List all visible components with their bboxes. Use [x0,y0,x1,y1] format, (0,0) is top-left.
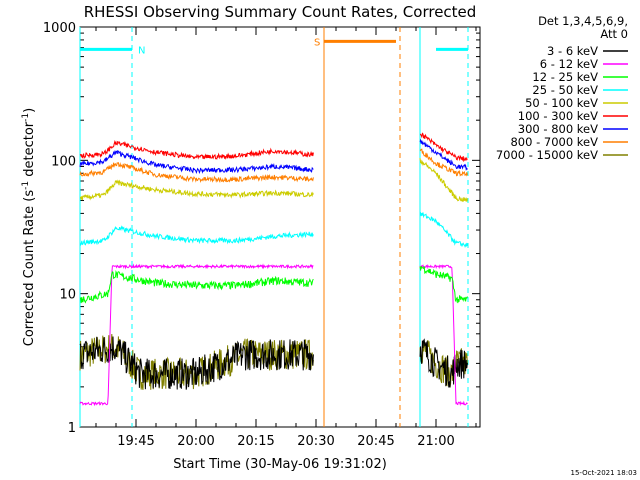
series-line [419,148,468,177]
series-line [79,139,314,160]
legend-label: 800 - 7000 keV [510,135,598,149]
y-tick-label: 1 [68,421,76,436]
x-axis: 19:45 20:00 20:15 20:30 20:45 21:00 [95,27,477,449]
legend-label: 100 - 300 keV [518,109,598,123]
legend-label: 300 - 800 keV [518,122,598,136]
legend-header-att: Att 0 [600,27,628,41]
series-line [79,225,314,247]
series-line [79,149,314,175]
series-line [419,266,468,304]
y-tick-label: 100 [51,154,76,169]
x-tick-label: 20:15 [237,434,274,449]
y-axis-label: Corrected Count Rate (s-1 detector-1) [21,108,37,346]
x-tick-label: 21:00 [417,434,454,449]
legend-label: 6 - 12 keV [540,57,598,71]
legend-label: 25 - 50 keV [532,83,598,97]
series-line [79,263,314,407]
legend-header: Det 1,3,4,5,6,9, [538,14,628,28]
series-line [419,339,468,388]
x-tick-label: 19:45 [117,434,154,449]
series-line [419,338,468,388]
x-axis-label: Start Time (30-May-06 19:31:02) [173,457,387,472]
series-line [79,269,314,304]
series-line [419,264,468,407]
series-line [79,336,314,390]
series-line [79,161,314,184]
x-tick-label: 20:00 [177,434,214,449]
series-line [419,211,468,248]
series-lines [79,132,468,407]
legend-label: 50 - 100 keV [525,96,598,110]
series-line [80,179,314,201]
y-tick-label: 1000 [43,21,76,36]
series-line [419,158,468,202]
legend-label: 7000 - 15000 keV [496,148,598,162]
legend-label: 3 - 6 keV [547,44,598,58]
x-tick-label: 20:45 [357,434,394,449]
marker-label: N [138,45,145,56]
x-tick-label: 20:30 [297,434,334,449]
y-axis: 1 10 100 1000 [43,21,480,436]
series-line [419,132,468,163]
legend-label: 12 - 25 keV [532,70,598,84]
marker-label: S [314,37,320,48]
y-tick-label: 10 [59,288,76,303]
chart-title: RHESSI Observing Summary Count Rates, Co… [84,3,477,21]
footer-timestamp: 15-Oct-2021 18:03 [571,469,637,477]
series-line [419,138,468,171]
